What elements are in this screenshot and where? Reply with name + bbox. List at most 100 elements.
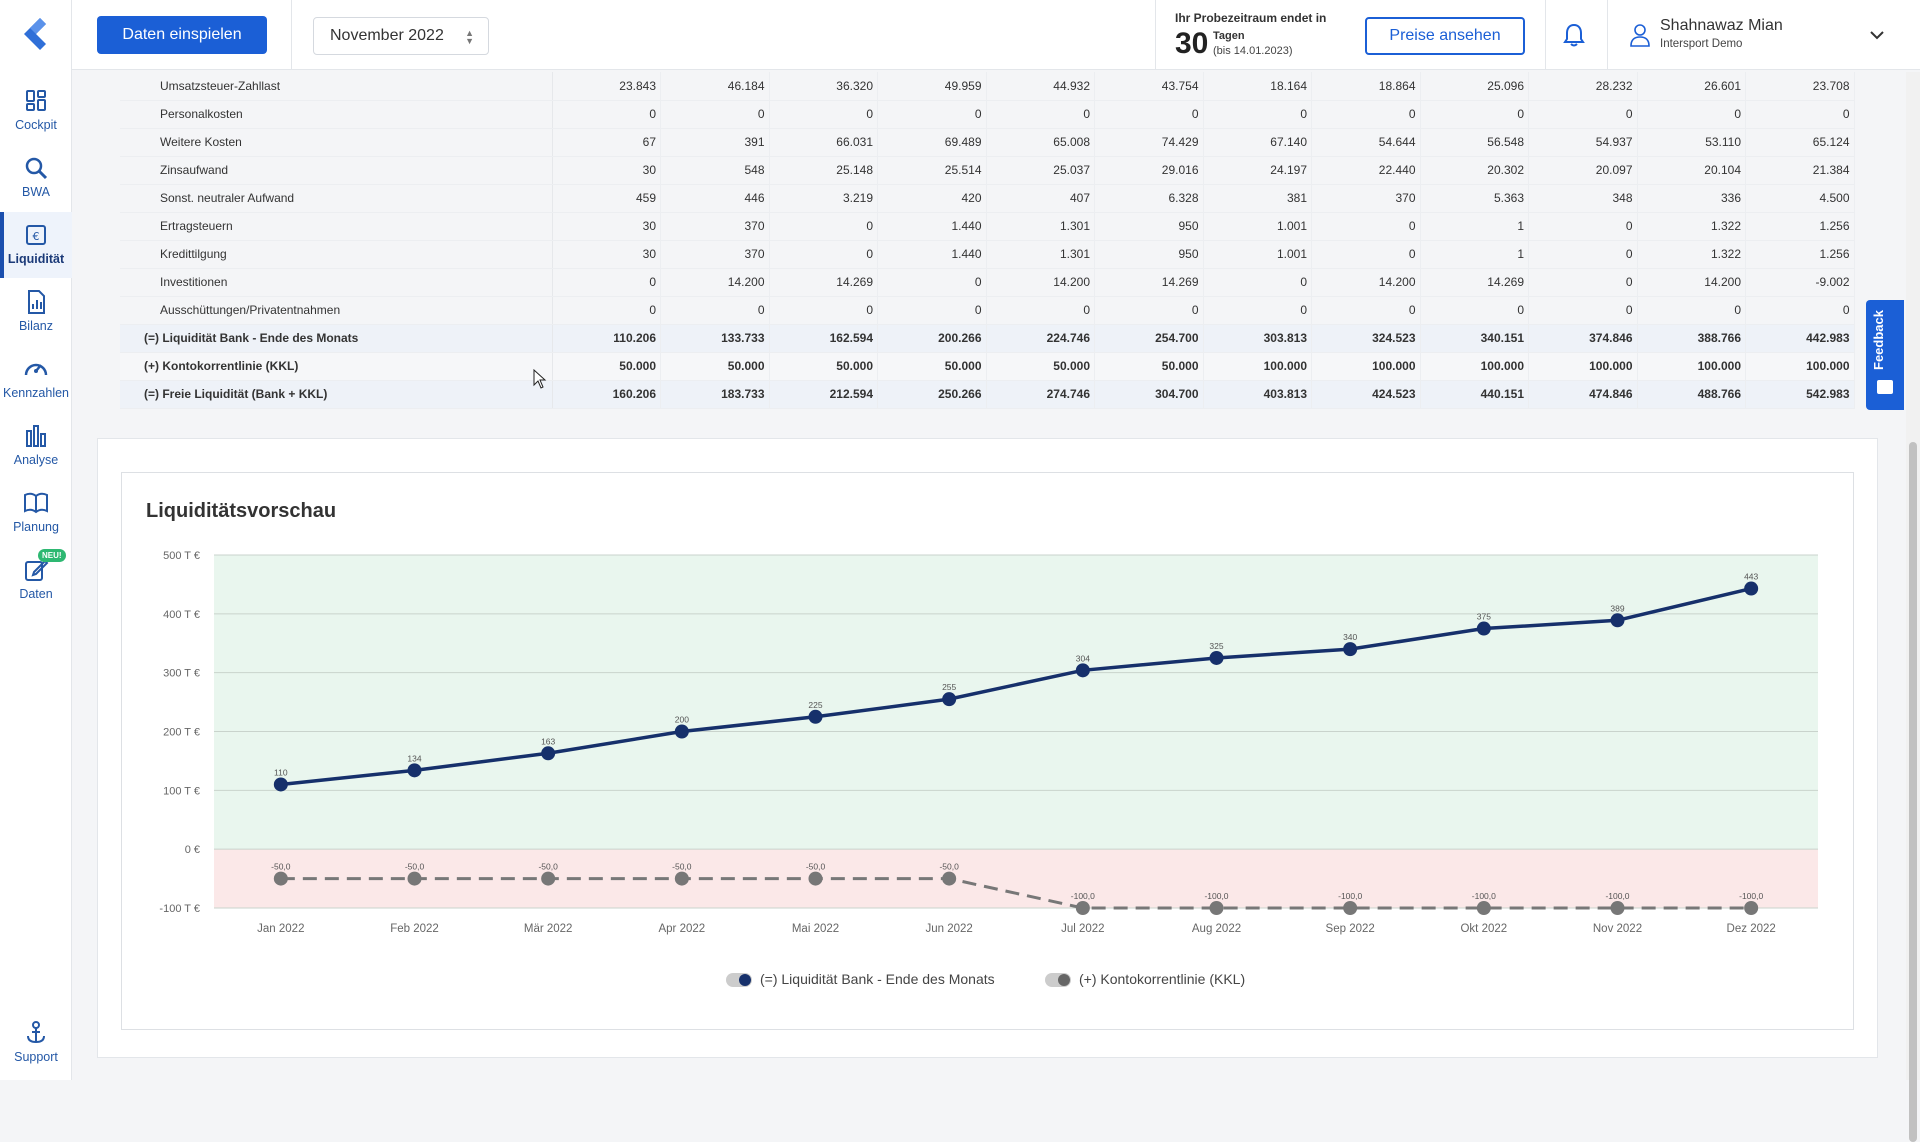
bar-chart-icon: [26, 425, 46, 447]
x-tick-label: Mär 2022: [524, 923, 573, 935]
table-cell: 28.232: [1528, 72, 1638, 101]
sidebar-item-support[interactable]: Support: [0, 1010, 72, 1076]
table-cell: 43.754: [1094, 72, 1204, 101]
data-label: 255: [942, 682, 956, 692]
sidebar-item-kennzahlen[interactable]: Kennzahlen: [0, 346, 72, 412]
data-point: [674, 724, 689, 739]
data-point: [1744, 581, 1759, 596]
sidebar-item-label: Kennzahlen: [2, 386, 70, 400]
y-tick-label: 300 T €: [163, 668, 200, 680]
table-cell: 56.548: [1420, 128, 1529, 157]
data-label: 304: [1076, 653, 1090, 663]
legend-item-kkl[interactable]: (+) Kontokorrentlinie (KKL): [1045, 968, 1245, 992]
data-label: 340: [1343, 632, 1357, 642]
table-cell: 20.302: [1420, 156, 1529, 185]
svg-text:€: €: [33, 230, 40, 243]
header-divider: [1607, 0, 1608, 70]
chart-legend: (=) Liquidität Bank - Ende des Monats (+…: [720, 968, 1320, 992]
row-label: Zinsaufwand: [120, 156, 553, 185]
legend-item-liquidity[interactable]: (=) Liquidität Bank - Ende des Monats: [726, 968, 995, 992]
app-logo-icon[interactable]: [16, 14, 56, 54]
data-point: [1610, 613, 1625, 628]
table-cell: 25.514: [877, 156, 987, 185]
sidebar-item-liquiditaet[interactable]: € Liquidität: [0, 212, 72, 278]
data-point: [1209, 901, 1224, 915]
table-cell: 3.219: [769, 184, 878, 213]
row-label: (=) Freie Liquidität (Bank + KKL): [120, 380, 553, 409]
table-cell: 18.864: [1311, 72, 1421, 101]
view-prices-button[interactable]: Preise ansehen: [1365, 17, 1525, 55]
import-data-button[interactable]: Daten einspielen: [97, 16, 267, 54]
sidebar-item-bwa[interactable]: BWA: [0, 145, 72, 211]
positive-zone: [214, 555, 1818, 850]
toggle-switch[interactable]: [1045, 973, 1071, 988]
table-cell: 6.328: [1094, 184, 1204, 213]
page-scrollbar[interactable]: [1906, 72, 1920, 1142]
table-cell: 20.097: [1528, 156, 1638, 185]
table-row: Ertragsteuern 30 370 0 1.440 1.301 950 1.001 0 1 0…: [120, 212, 1855, 241]
sidebar-item-cockpit[interactable]: Cockpit: [0, 78, 72, 144]
trial-until: (bis 14.01.2023): [1213, 45, 1293, 57]
table-cell: 67: [552, 128, 661, 157]
table-cell: 21.384: [1745, 156, 1855, 185]
bell-icon[interactable]: [1562, 22, 1586, 48]
toggle-switch[interactable]: [726, 973, 752, 988]
user-menu[interactable]: Shahnawaz Mian Intersport Demo: [1628, 14, 1888, 58]
table-cell: 1.256: [1745, 212, 1855, 241]
table-cell: 0: [1094, 100, 1204, 129]
negative-zone: [214, 849, 1818, 908]
data-point: [273, 777, 288, 792]
sidebar-item-bilanz[interactable]: Bilanz: [0, 279, 72, 345]
data-label: 443: [1744, 572, 1758, 582]
table-cell: 0: [660, 296, 770, 325]
legend-label: (=) Liquidität Bank - Ende des Monats: [760, 971, 995, 987]
table-cell: 370: [660, 212, 770, 241]
table-cell: 44.932: [986, 72, 1095, 101]
table-cell: 54.644: [1311, 128, 1421, 157]
table-cell: 4.500: [1745, 184, 1855, 213]
sidebar-item-analyse[interactable]: Analyse: [0, 413, 72, 479]
scrollbar-thumb[interactable]: [1909, 442, 1917, 1142]
table-cell: 0: [1528, 268, 1638, 297]
table-cell: 29.016: [1094, 156, 1204, 185]
month-select[interactable]: November 2022 ▲ ▼: [313, 17, 489, 55]
table-cell: 0: [660, 100, 770, 129]
sidebar-item-label: Cockpit: [15, 118, 57, 132]
feedback-tab[interactable]: Feedback: [1866, 300, 1904, 410]
data-point: [273, 871, 288, 886]
table-cell: 26.601: [1637, 72, 1746, 101]
table-cell: 100.000: [1311, 352, 1421, 381]
table-cell: 370: [1311, 184, 1421, 213]
liquidity-line-chart: 500 T € 400 T € 300 T € 200 T € 100 T € 0 € -1…: [159, 550, 1818, 935]
table-cell: 1.301: [986, 212, 1095, 241]
user-icon: [1630, 24, 1650, 47]
sidebar-item-daten[interactable]: Daten NEU!: [0, 547, 72, 613]
table-cell: 36.320: [769, 72, 878, 101]
table-cell: 304.700: [1094, 380, 1204, 409]
table-cell: 50.000: [1094, 352, 1204, 381]
trial-days: 30: [1175, 27, 1209, 60]
table-cell: 0: [1311, 100, 1421, 129]
table-cell: 0: [1528, 100, 1638, 129]
data-edit-icon: [25, 559, 49, 581]
table-cell: 69.489: [877, 128, 987, 157]
table-row: Kredittilgung 30 370 0 1.440 1.301 950 1.001 0 1 0…: [120, 240, 1855, 269]
x-tick-label: Sep 2022: [1326, 923, 1375, 935]
table-cell: 20.104: [1637, 156, 1746, 185]
x-tick-label: Aug 2022: [1192, 923, 1241, 935]
table-row: (=) Liquidität Bank - Ende des Monats 110…: [120, 324, 1855, 353]
table-cell: 0: [1528, 212, 1638, 241]
table-cell: 212.594: [769, 380, 878, 409]
data-label: 200: [675, 715, 689, 725]
data-label: 134: [407, 753, 421, 763]
table-cell: 46.184: [660, 72, 770, 101]
table-cell: 100.000: [1420, 352, 1529, 381]
table-cell: 0: [1528, 296, 1638, 325]
table-cell: 50.000: [660, 352, 770, 381]
table-cell: 1: [1420, 212, 1529, 241]
data-label: 225: [808, 700, 822, 710]
table-cell: 0: [769, 240, 878, 269]
cockpit-icon: [26, 90, 46, 111]
table-cell: 14.200: [660, 268, 770, 297]
sidebar-item-planung[interactable]: Planung: [0, 480, 72, 546]
